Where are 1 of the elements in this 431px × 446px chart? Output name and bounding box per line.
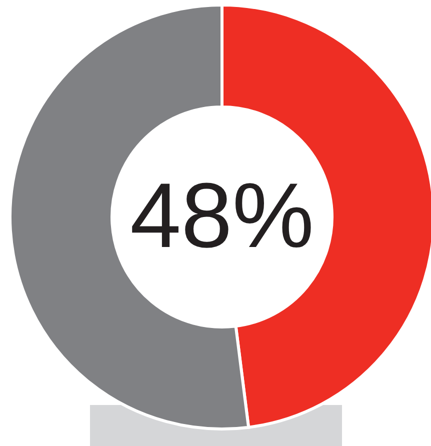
- data-label: 48%: [130, 165, 314, 267]
